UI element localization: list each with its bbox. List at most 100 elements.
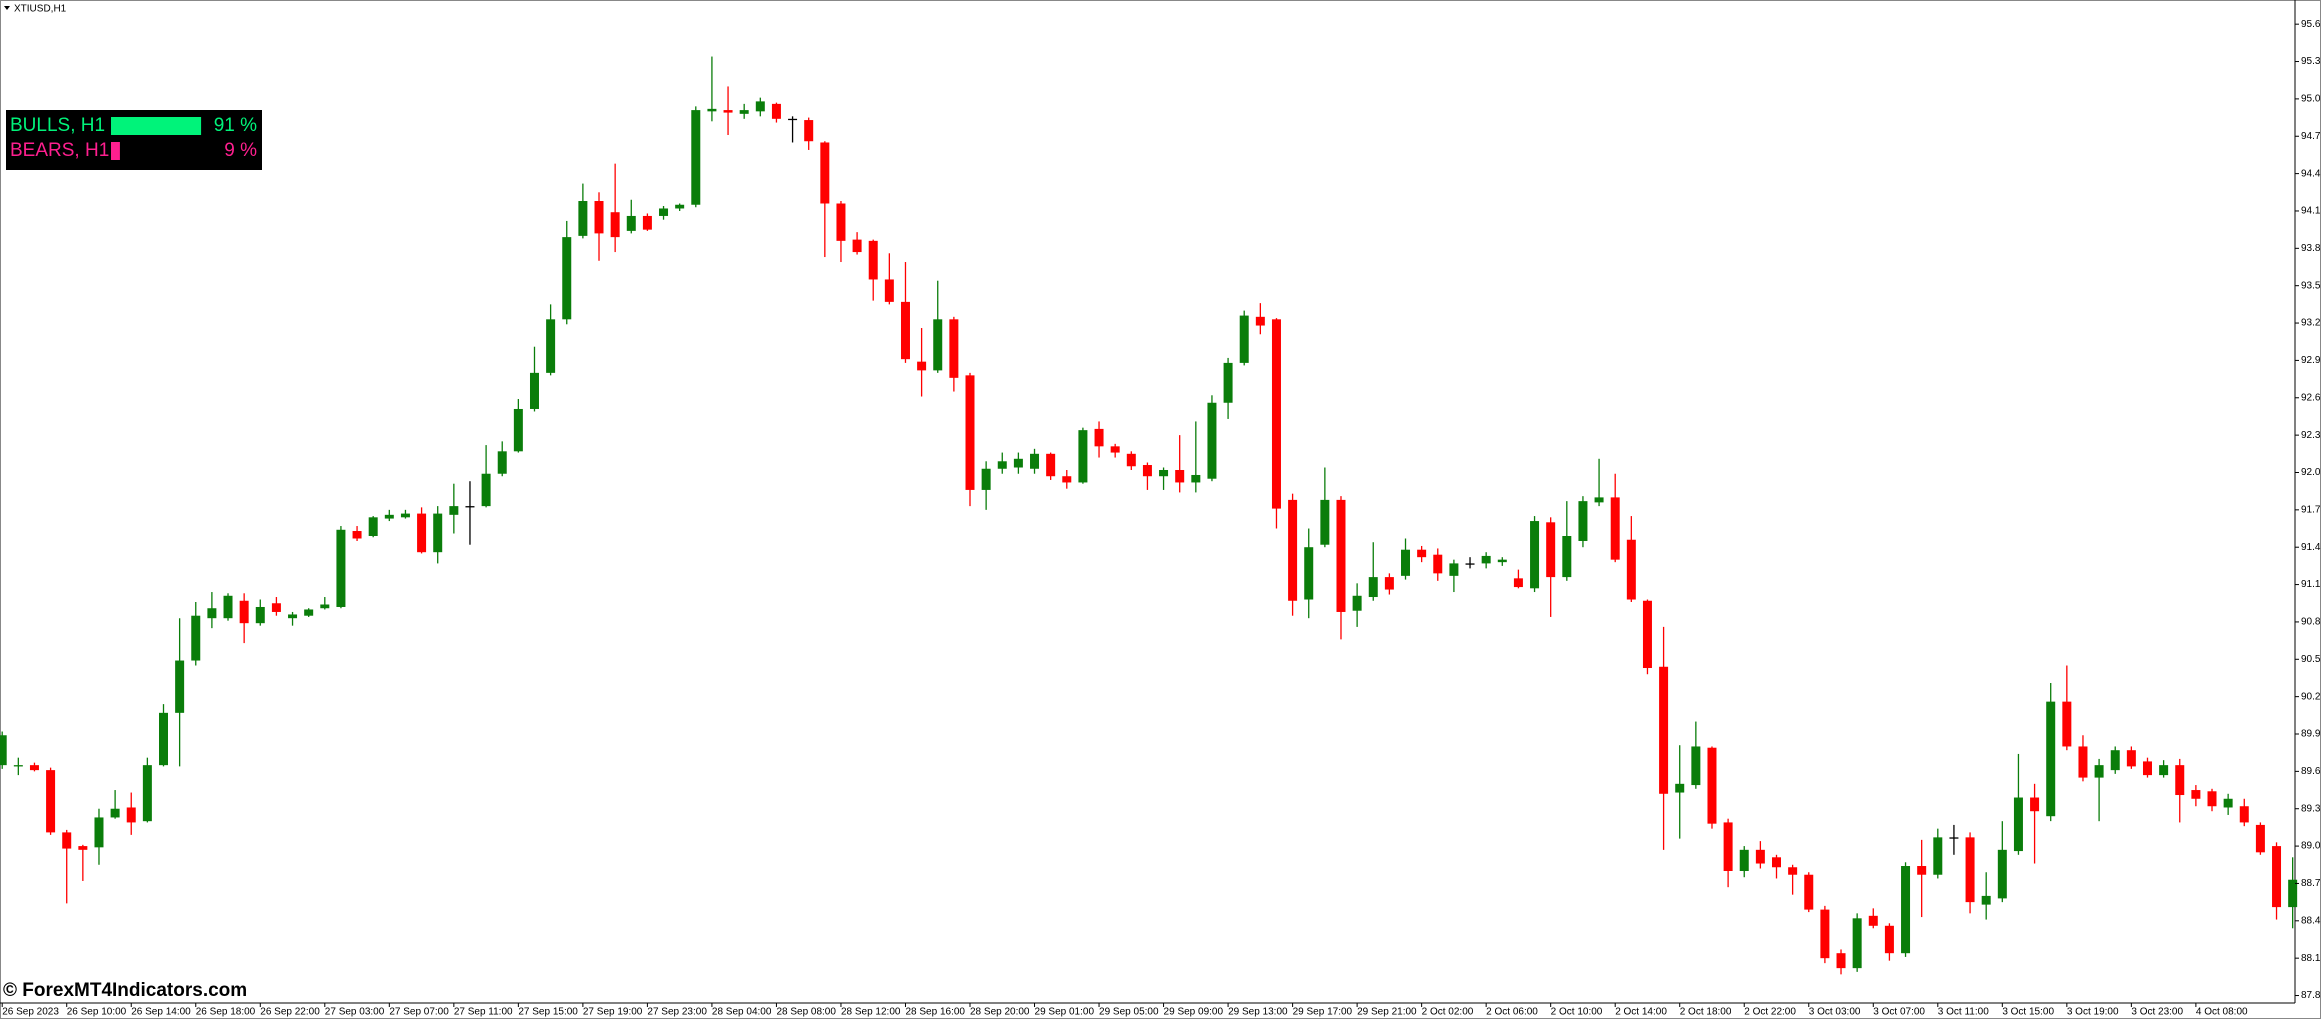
candle-body xyxy=(610,212,620,238)
candle-body xyxy=(1497,559,1507,563)
x-tick-label: 2 Oct 22:00 xyxy=(1744,1007,1796,1018)
candle-body xyxy=(110,808,120,818)
candle-body xyxy=(1562,536,1572,578)
candle-body xyxy=(1578,501,1588,541)
panel-bar xyxy=(111,142,120,160)
x-tick-label: 26 Sep 10:00 xyxy=(67,1007,127,1018)
candle-body xyxy=(529,372,539,409)
candle-body xyxy=(2223,798,2233,808)
candle-body xyxy=(1901,866,1911,954)
candle-body xyxy=(1610,497,1620,560)
candle-body xyxy=(1320,499,1330,545)
candle-body xyxy=(884,279,894,302)
candle-body xyxy=(1933,837,1943,875)
y-tick-label: 89.95 xyxy=(2301,729,2321,740)
candle-body xyxy=(836,203,846,241)
candle-body xyxy=(1917,866,1927,875)
candle-body xyxy=(691,110,701,205)
candle-body xyxy=(62,832,72,849)
y-tick-label: 91.15 xyxy=(2301,579,2321,590)
candle-body xyxy=(1481,555,1491,564)
candle-body xyxy=(465,506,475,508)
candle-body xyxy=(1868,915,1878,926)
x-tick-label: 26 Sep 22:00 xyxy=(260,1007,320,1018)
y-tick-label: 88.45 xyxy=(2301,915,2321,926)
candle-body xyxy=(1449,563,1459,576)
candle-body xyxy=(1804,874,1814,910)
candle-body xyxy=(1836,953,1846,969)
candle-body xyxy=(1981,895,1991,905)
candle-body xyxy=(191,615,201,661)
candle-body xyxy=(981,468,991,490)
candle-body xyxy=(2142,761,2152,776)
bulls-bears-panel: BULLS, H1 91 % BEARS, H1 9 % xyxy=(6,110,262,170)
candle-body xyxy=(1788,867,1798,875)
x-tick-label: 2 Oct 14:00 xyxy=(1615,1007,1667,1018)
candle-body xyxy=(562,237,572,320)
candle-body xyxy=(1691,746,1701,786)
candle-body xyxy=(2078,746,2088,778)
candle-body xyxy=(788,118,798,121)
candle-body xyxy=(29,765,39,771)
x-tick-label: 4 Oct 08:00 xyxy=(2196,1007,2248,1018)
candle-body xyxy=(481,473,491,507)
candle-body xyxy=(175,660,185,713)
candle-body xyxy=(2159,765,2169,776)
candle-body xyxy=(1530,521,1540,589)
x-tick-label: 27 Sep 03:00 xyxy=(325,1007,385,1018)
candle-body xyxy=(1513,578,1523,588)
symbol-title: XTIUSD,H1 xyxy=(14,4,67,15)
y-tick-label: 89.65 xyxy=(2301,766,2321,777)
candle-body xyxy=(2272,846,2282,908)
x-tick-label: 3 Oct 19:00 xyxy=(2067,1007,2119,1018)
candle-body xyxy=(1723,822,1733,871)
candle-body xyxy=(1433,554,1443,574)
candle-body xyxy=(1304,547,1314,600)
candle-body xyxy=(997,461,1007,469)
candle-body xyxy=(1223,362,1233,403)
candle-body xyxy=(1271,319,1281,509)
candle-body xyxy=(255,606,265,624)
candle-body xyxy=(400,513,410,518)
candle-body xyxy=(965,375,975,490)
candle-body xyxy=(2175,765,2185,796)
candle-body xyxy=(271,603,281,612)
candle-body xyxy=(1062,476,1072,483)
candle-body xyxy=(1191,474,1201,483)
candle-body xyxy=(1884,925,1894,954)
y-tick-label: 88.75 xyxy=(2301,878,2321,889)
candle-body xyxy=(2288,879,2298,908)
candle-body xyxy=(1626,539,1636,600)
candle-body xyxy=(513,408,523,452)
y-tick-label: 93.25 xyxy=(2301,318,2321,329)
x-tick-label: 2 Oct 06:00 xyxy=(1486,1007,1538,1018)
candle-body xyxy=(1772,857,1781,868)
candle-body xyxy=(207,608,217,619)
x-tick-label: 3 Oct 11:00 xyxy=(1938,1007,1989,1018)
candle-body xyxy=(1852,918,1862,969)
candle-body xyxy=(1659,666,1669,794)
x-tick-label: 3 Oct 07:00 xyxy=(1873,1007,1925,1018)
candle-body xyxy=(336,529,346,607)
candle-body xyxy=(626,215,636,231)
x-tick-label: 28 Sep 20:00 xyxy=(970,1007,1030,1018)
x-tick-label: 29 Sep 01:00 xyxy=(1035,1007,1095,1018)
candle-body xyxy=(159,712,168,766)
candle-body xyxy=(142,765,152,822)
candle-body xyxy=(578,201,588,236)
y-tick-label: 88.15 xyxy=(2301,953,2321,964)
candle-body xyxy=(1755,849,1765,864)
candle-body xyxy=(1013,458,1023,468)
candle-body xyxy=(1110,446,1120,453)
candle-body xyxy=(1142,465,1152,477)
candle-body xyxy=(94,817,104,848)
x-tick-label: 27 Sep 07:00 xyxy=(389,1007,449,1018)
y-tick-label: 90.25 xyxy=(2301,691,2321,702)
candle-body xyxy=(368,517,378,537)
y-tick-label: 94.75 xyxy=(2301,131,2321,142)
candle-body xyxy=(304,609,314,616)
candle-body xyxy=(417,513,427,553)
candle-body xyxy=(1594,497,1604,503)
candle-body xyxy=(2255,824,2265,853)
